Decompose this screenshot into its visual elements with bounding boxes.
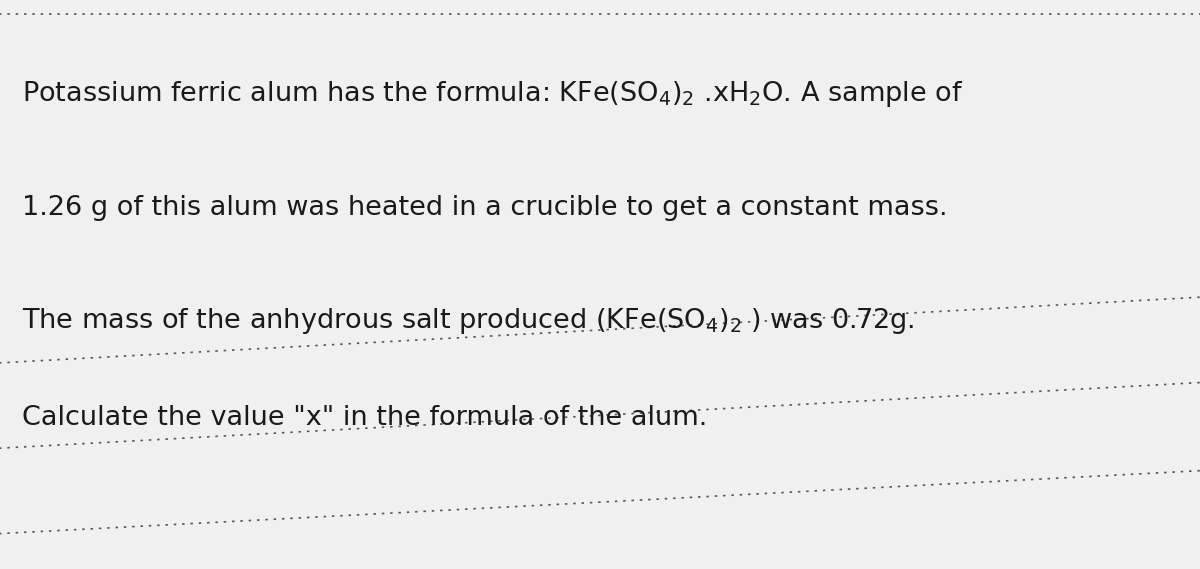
- Text: The mass of the anhydrous salt produced ($\mathregular{KFe(SO_4)_2}$ ) was 0.72g: The mass of the anhydrous salt produced …: [22, 307, 914, 336]
- Text: 1.26 g of this alum was heated in a crucible to get a constant mass.: 1.26 g of this alum was heated in a cruc…: [22, 195, 947, 221]
- Text: Potassium ferric alum has the formula: $\mathregular{KFe(SO_4)_2}$ .x$\mathregul: Potassium ferric alum has the formula: $…: [22, 79, 962, 109]
- Text: Calculate the value "x" in the formula of the alum.: Calculate the value "x" in the formula o…: [22, 405, 707, 431]
